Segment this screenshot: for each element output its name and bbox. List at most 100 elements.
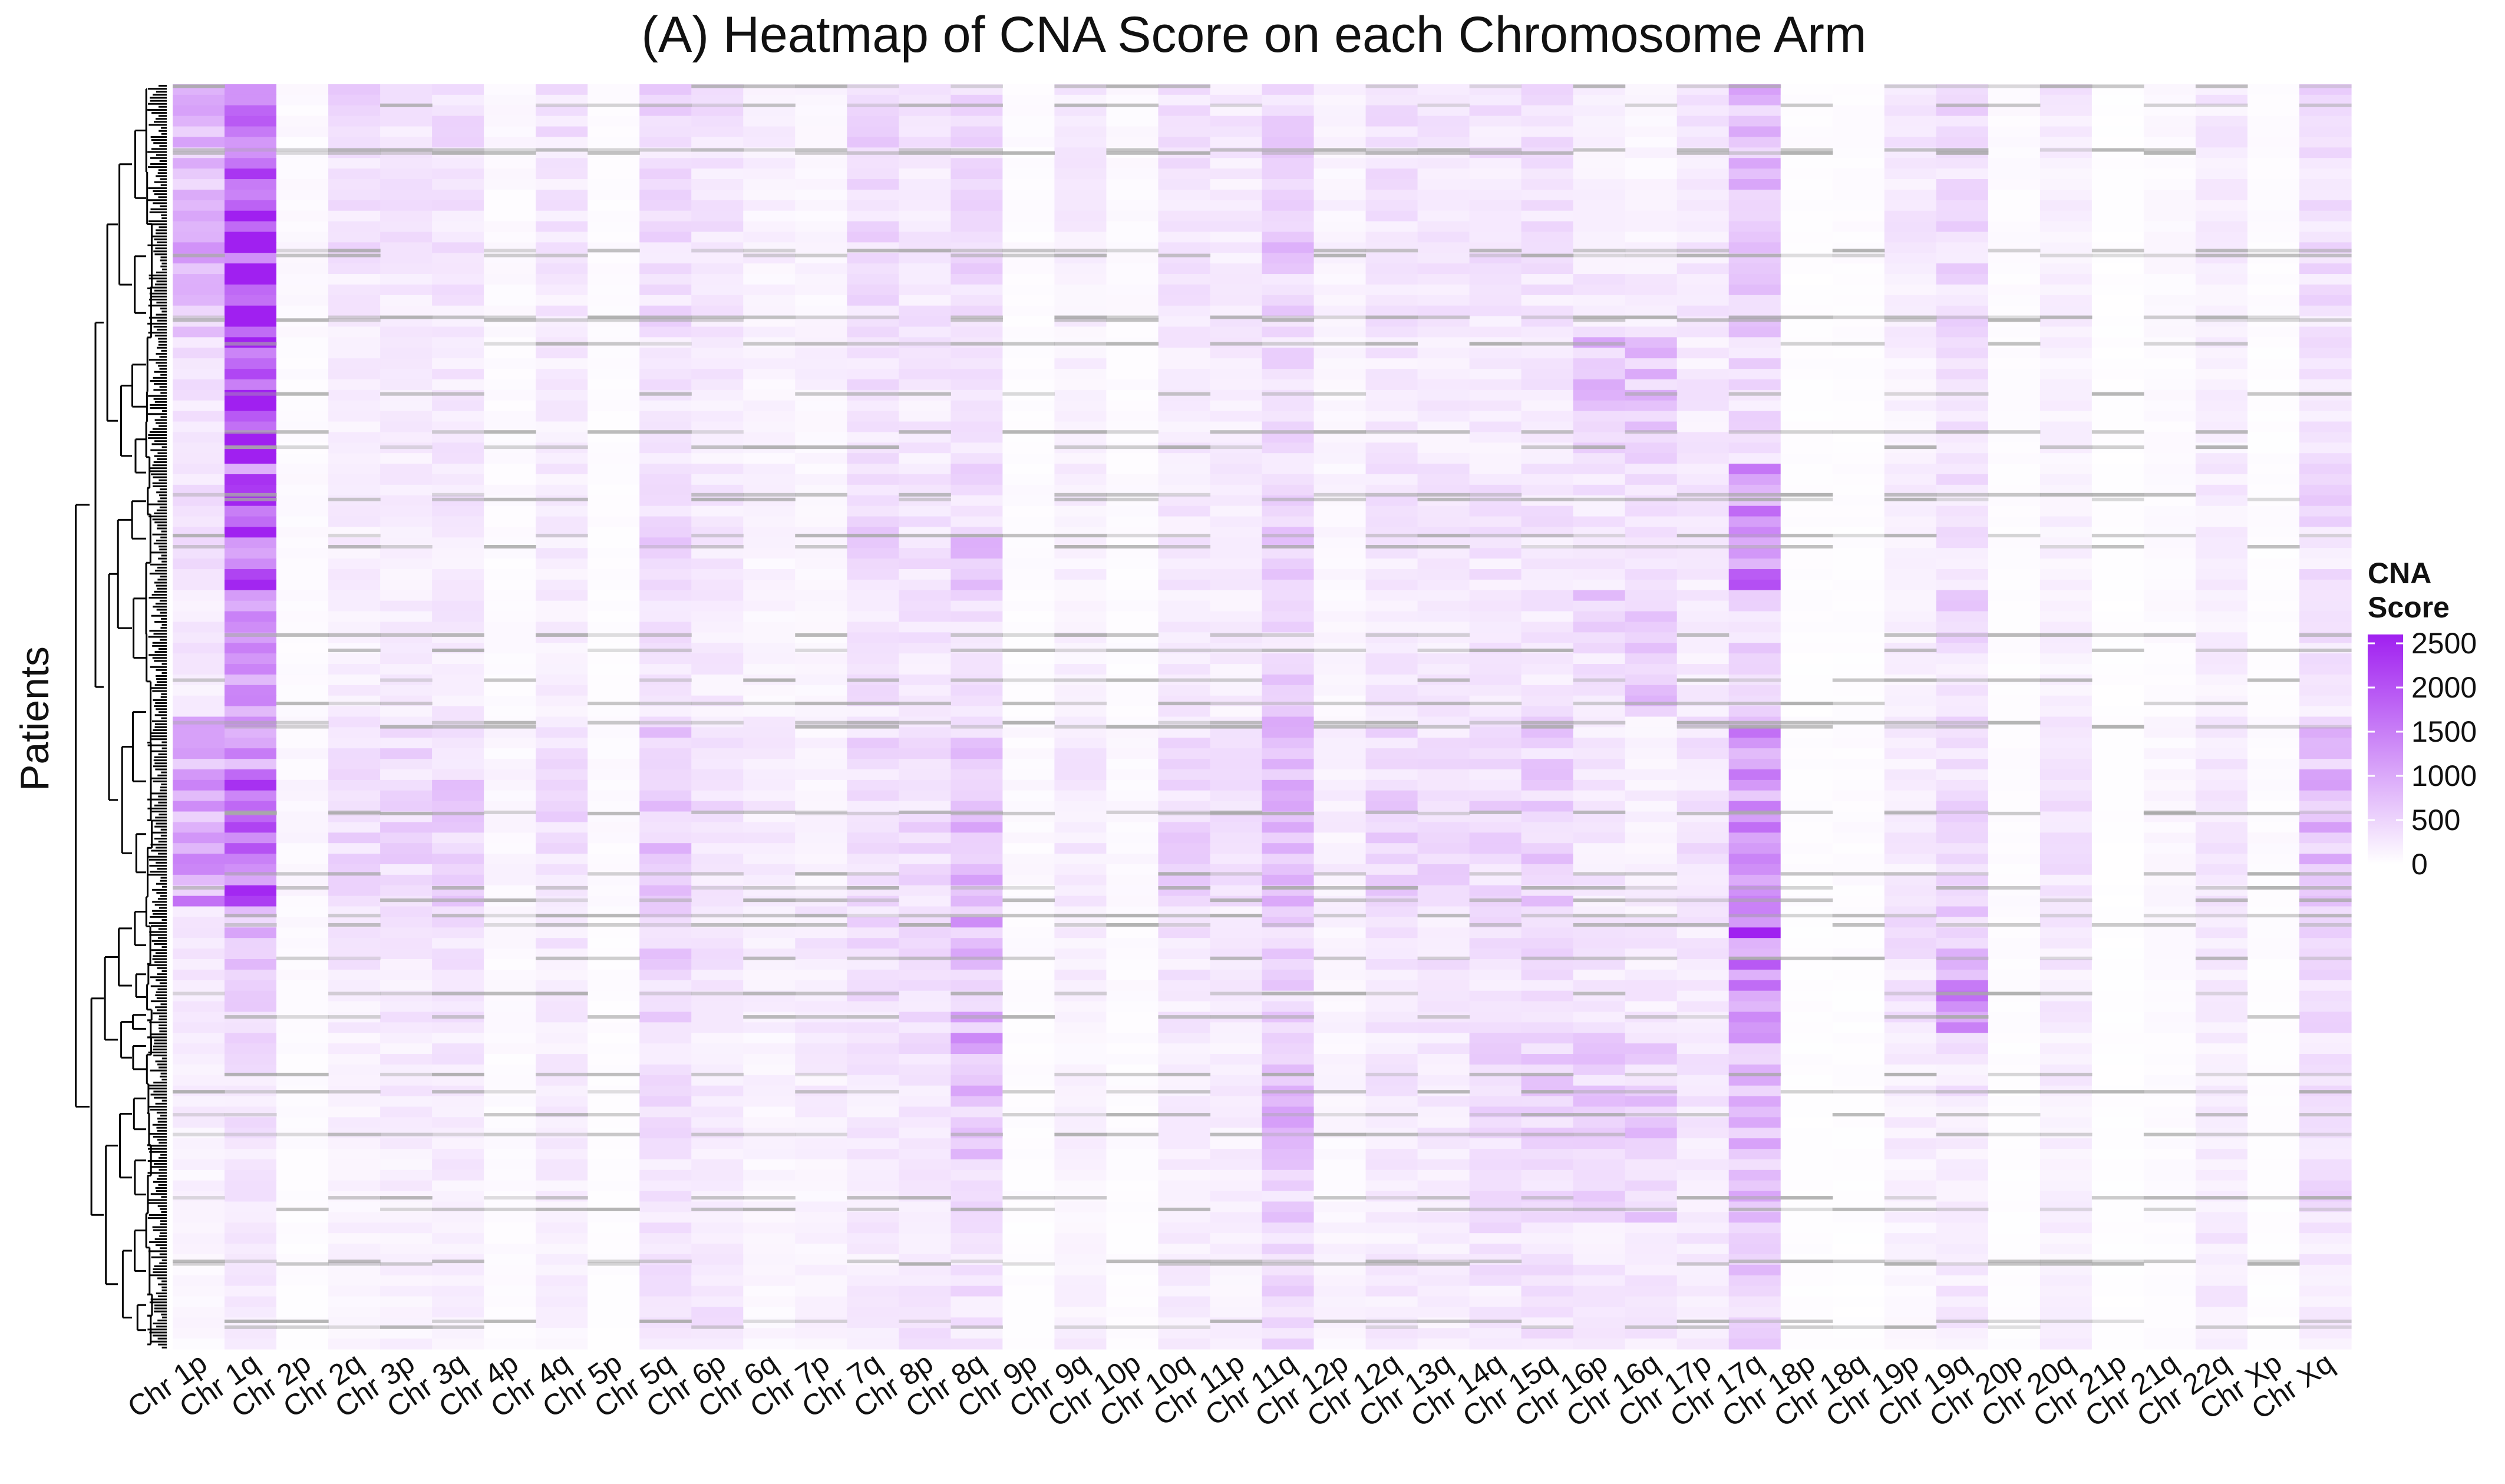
heatmap-cell (1936, 664, 1989, 675)
heatmap-cell (1365, 748, 1418, 759)
heatmap-cell (1365, 664, 1418, 675)
heatmap-cell (1728, 115, 1781, 127)
heatmap-cell (1417, 389, 1470, 401)
heatmap-cell (1728, 537, 1781, 548)
heatmap-cell (1210, 600, 1263, 612)
heatmap-cell (2247, 263, 2300, 275)
heatmap-cell (1832, 505, 1885, 517)
heatmap-cell (950, 801, 1003, 812)
heatmap-cell (691, 885, 744, 897)
heatmap-cell (1625, 779, 1678, 791)
heatmap-cell (691, 464, 744, 475)
missing-value-stripe (1676, 678, 1730, 682)
heatmap-cell (1988, 537, 2041, 548)
missing-value-stripe (1106, 545, 1159, 549)
dendrogram-branch (147, 1293, 153, 1317)
heatmap-cell (484, 358, 536, 369)
heatmap-cell (1884, 969, 1937, 981)
missing-value-stripe (795, 253, 847, 257)
missing-value-stripe (1158, 545, 1211, 549)
heatmap-cell (1728, 400, 1781, 412)
heatmap-cell (1365, 432, 1418, 443)
heatmap-cell (2247, 664, 2300, 675)
heatmap-cell (1313, 316, 1367, 328)
heatmap-cell (1417, 348, 1470, 359)
heatmap-cell (1365, 389, 1418, 401)
heatmap-cell (1106, 895, 1159, 907)
heatmap-cell (1780, 906, 1833, 918)
heatmap-cell (2195, 716, 2248, 728)
heatmap-cell (1728, 558, 1781, 570)
heatmap-cell (1780, 854, 1833, 865)
heatmap-cell (328, 200, 381, 211)
heatmap-cell (1106, 685, 1159, 696)
heatmap-cell (2195, 569, 2248, 580)
missing-value-stripe (2039, 445, 2093, 450)
heatmap-cell (328, 411, 381, 422)
heatmap-cell (225, 274, 277, 285)
heatmap-cell (2091, 832, 2144, 844)
heatmap-cell (1313, 442, 1367, 454)
heatmap-cell (847, 105, 899, 117)
missing-value-stripe (380, 545, 433, 549)
heatmap-cell (1884, 854, 1937, 865)
heatmap-cell (1573, 263, 1626, 275)
heatmap-cell (380, 137, 433, 148)
heatmap-cell (225, 948, 277, 960)
heatmap-cell (1002, 1043, 1055, 1055)
dendrogram-branch (132, 1014, 146, 1030)
heatmap-cell (1573, 854, 1626, 865)
heatmap-cell (1262, 790, 1315, 802)
heatmap-cell (1988, 232, 2041, 243)
heatmap-cell (2143, 801, 2196, 812)
heatmap-cell (1313, 548, 1367, 559)
missing-value-stripe (1780, 148, 1833, 152)
heatmap-cell (899, 1064, 951, 1076)
heatmap-cell (1210, 432, 1263, 443)
heatmap-cell (432, 253, 484, 264)
heatmap-cell (536, 548, 588, 559)
heatmap-cell (1832, 158, 1885, 169)
heatmap-cell (1365, 854, 1418, 865)
heatmap-cell (173, 843, 225, 854)
heatmap-cell (1988, 295, 2041, 306)
heatmap-cell (2091, 210, 2144, 222)
heatmap-cell (1469, 126, 1522, 138)
heatmap-cell (639, 1012, 692, 1023)
heatmap-cell (328, 969, 381, 981)
heatmap-cell (1988, 495, 2041, 507)
heatmap-cell (743, 716, 796, 728)
missing-value-stripe (1625, 886, 1678, 890)
heatmap-cell (1625, 189, 1678, 201)
heatmap-cell (950, 759, 1003, 770)
heatmap-cell (328, 1033, 381, 1044)
heatmap-cell (1936, 84, 1989, 95)
heatmap-cell (536, 221, 588, 233)
heatmap-cell (1469, 927, 1522, 938)
missing-value-stripe (225, 493, 277, 497)
missing-value-stripe (1417, 497, 1470, 501)
heatmap-cell (432, 305, 484, 317)
heatmap-cell (2143, 189, 2196, 201)
missing-value-stripe (899, 392, 951, 396)
heatmap-cell (1936, 1096, 1989, 1108)
heatmap-cell (691, 295, 744, 306)
heatmap-cell (328, 843, 381, 854)
heatmap-cell (2247, 348, 2300, 359)
heatmap-cell (1780, 843, 1833, 854)
heatmap-cell (1002, 927, 1055, 938)
heatmap-cell (1106, 295, 1159, 306)
heatmap-cell (1832, 400, 1885, 412)
missing-value-stripe (950, 84, 1003, 88)
missing-value-stripe (1054, 545, 1107, 549)
heatmap-cell (2247, 1075, 2300, 1086)
heatmap-cell (1106, 759, 1159, 770)
heatmap-cell (225, 959, 277, 970)
heatmap-cell (1365, 1022, 1418, 1033)
heatmap-cell (1262, 137, 1315, 148)
heatmap-cell (328, 1043, 381, 1055)
heatmap-cell (1054, 1085, 1107, 1097)
heatmap-cell (1780, 611, 1833, 623)
heatmap-cell (1262, 1001, 1315, 1013)
heatmap-cell (1002, 179, 1055, 190)
